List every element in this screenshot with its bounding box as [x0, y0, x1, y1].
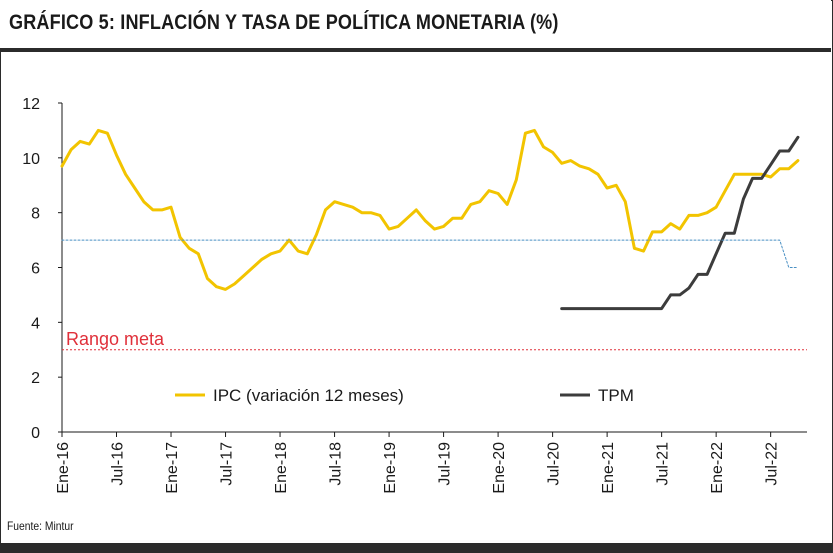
x-tick-label: Jul-18: [328, 442, 345, 486]
x-tick-label: Jul-17: [219, 442, 236, 486]
legend-label: TPM: [598, 386, 634, 405]
bottom-bar: [0, 543, 833, 553]
title-bar: GRÁFICO 5: INFLACIÓN Y TASA DE POLÍTICA …: [0, 0, 831, 52]
x-tick-label: Ene-21: [600, 442, 617, 494]
x-tick-label: Jul-19: [437, 442, 454, 486]
y-tick-label: 0: [31, 425, 40, 442]
x-tick-label: Ene-17: [164, 442, 181, 494]
chart-title: GRÁFICO 5: INFLACIÓN Y TASA DE POLÍTICA …: [9, 11, 559, 34]
x-tick-label: Jul-16: [110, 442, 127, 486]
x-tick-label: Ene-16: [55, 442, 72, 494]
source-note: Fuente: Mintur: [7, 519, 74, 533]
meta-center-line: [61, 239, 799, 268]
x-tick-label: Jul-20: [546, 442, 563, 486]
y-tick-label: 6: [31, 261, 40, 278]
x-tick-label: Ene-22: [709, 442, 726, 494]
y-tick-label: 4: [31, 315, 40, 332]
x-tick-label: Ene-20: [491, 442, 508, 494]
y-tick-label: 10: [22, 151, 40, 168]
ipc-series-line: [60, 128, 800, 291]
x-tick-label: Ene-19: [382, 442, 399, 494]
y-tick-label: 8: [31, 206, 40, 223]
legend-label: IPC (variación 12 meses): [213, 386, 404, 405]
x-tick-label: Jul-22: [764, 442, 781, 486]
x-tick-label: Jul-21: [655, 442, 672, 486]
x-tick-label: Ene-18: [273, 442, 290, 494]
y-tick-label: 2: [31, 370, 40, 387]
tpm-series-line: [560, 135, 800, 311]
y-tick-label: 12: [22, 96, 40, 113]
rango-meta-label: Rango meta: [66, 329, 165, 349]
